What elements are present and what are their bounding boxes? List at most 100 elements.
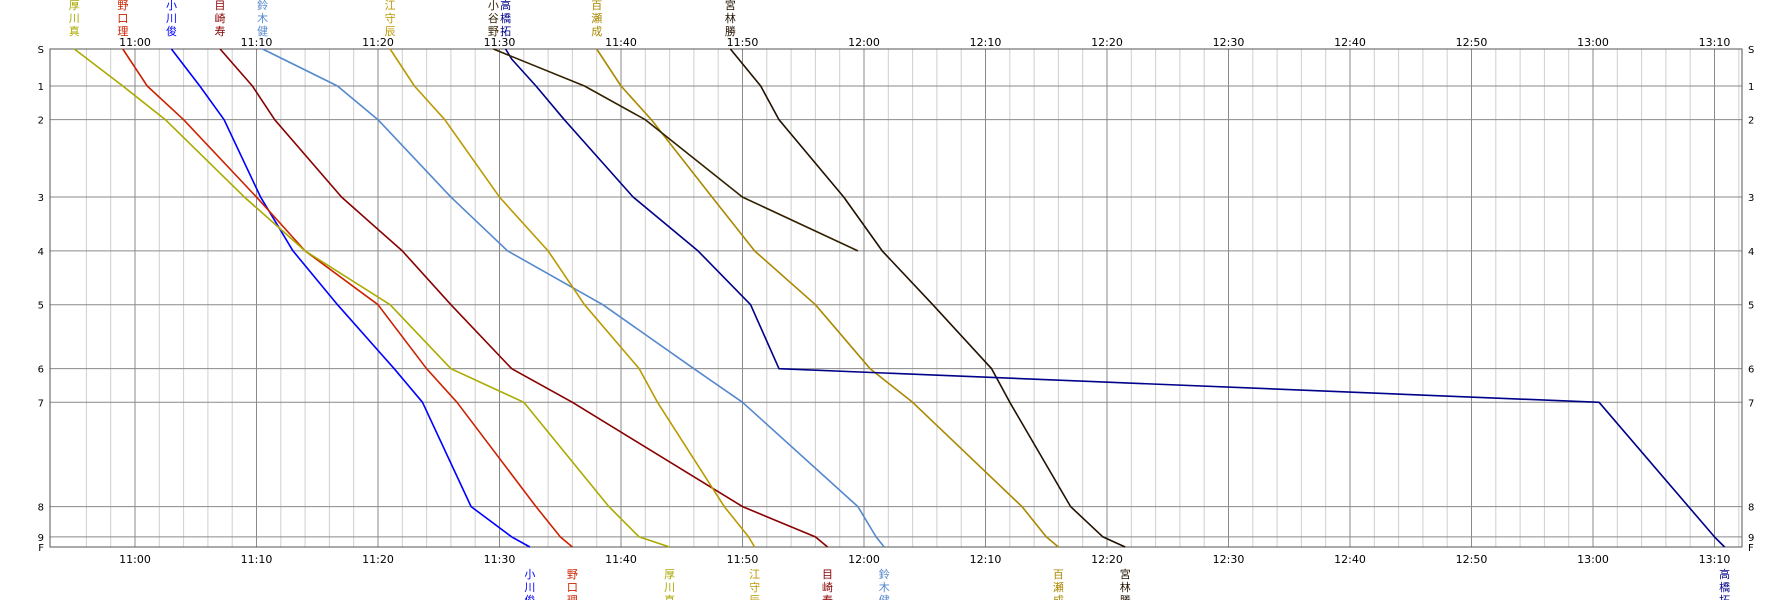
station-label-right: 8 [1748,503,1754,514]
runner-label-bottom: 小川俊 [524,568,535,600]
time-axis: 11:00 11:00 11:10 11:10 11:20 11:20 11:30 11:30… [119,36,1730,566]
runner-label-char: 江 [749,568,760,581]
station-label-right: 6 [1748,365,1754,376]
station-label-right: 9 [1748,533,1754,544]
series-line [504,48,1726,548]
time-tick-label-top: 12:50 [1456,36,1488,49]
runner-label-char: 林 [1120,580,1131,594]
station-label-right: 7 [1748,398,1754,409]
runner-label-char: 林 [725,11,736,25]
station-label-left: 8 [38,503,44,514]
runner-label-char: 寿 [822,593,833,600]
series-line [389,48,756,548]
station-label-left: 9 [38,533,44,544]
runner-labels: 小川俊小川俊野口理野口理目崎寿目崎寿鈴木健鈴木健厚川真厚川真江守辰江守辰百瀬成百… [69,0,1730,600]
station-label-right: 5 [1748,301,1754,312]
runner-label-char: 宮 [725,0,736,12]
station-label-right: 2 [1748,116,1754,127]
runner-label-char: 守 [385,11,396,25]
time-tick-label-bottom: 12:50 [1456,553,1488,566]
station-label-left: 5 [38,301,44,312]
station-label-left: F [38,543,44,554]
series-line [170,48,531,548]
plot-border [49,48,1743,548]
time-tick-label-top: 13:10 [1699,36,1731,49]
runner-label-char: 野 [567,568,578,581]
runner-label-top: 小谷野 [488,0,499,38]
time-tick-label-bottom: 11:40 [605,553,637,566]
runner-label-char: 木 [879,581,890,594]
runner-label-bottom: 宮林勝 [1120,567,1131,600]
time-tick-label-top: 12:20 [1091,36,1123,49]
runner-label-char: 百 [591,0,602,12]
runner-label-char: 真 [664,593,675,600]
runner-label-char: 俊 [166,24,177,38]
runner-label-top: 野口理 [117,0,128,38]
time-tick-label-bottom: 11:20 [362,553,394,566]
runner-label-char: 勝 [1120,593,1131,600]
station-label-left: 4 [38,247,44,258]
time-tick-label-top: 11:50 [727,36,759,49]
runner-label-char: 目 [215,0,226,12]
runner-label-char: 成 [1053,594,1064,600]
time-tick-label-bottom: 12:20 [1091,553,1123,566]
runner-label-char: 宮 [1120,567,1131,581]
runner-label-char: 辰 [385,25,396,38]
station-label-right: S [1748,45,1754,56]
station-label-left: 2 [38,116,44,127]
runner-label-char: 健 [879,594,890,600]
station-label-right: 3 [1748,193,1754,204]
runner-label-char: 橋 [500,11,511,25]
runner-label-char: 谷 [488,12,499,25]
runner-label-char: 厚 [664,568,675,581]
runner-label-char: 寿 [215,24,226,38]
time-tick-label-bottom: 12:30 [1213,553,1245,566]
series-line [729,48,1126,548]
runner-label-char: 拓 [1719,593,1730,600]
runner-label-top: 江守辰 [385,0,396,38]
runner-label-bottom: 百瀬成 [1053,568,1064,600]
runner-label-char: 木 [257,12,268,25]
runner-label-char: 目 [822,568,833,581]
time-tick-label-bottom: 13:00 [1577,553,1609,566]
runner-label-char: 橋 [1719,580,1730,594]
runner-label-char: 野 [488,25,499,38]
runner-label-bottom: 江守辰 [749,568,760,600]
runner-label-char: 俊 [524,593,535,600]
runner-label-top: 目崎寿 [215,0,226,38]
runner-label-char: 川 [664,581,675,594]
station-label-right: 4 [1748,247,1754,258]
time-tick-label-top: 12:40 [1334,36,1366,49]
runner-label-top: 小川俊 [166,0,177,38]
series-line [493,48,859,252]
runner-label-top: 百瀬成 [591,0,602,38]
series-line [73,48,670,548]
grid-lines [49,48,1743,548]
series-lines [73,48,1726,548]
time-tick-label-bottom: 12:10 [970,553,1002,566]
runner-label-char: 川 [524,581,535,594]
runner-label-char: 高 [1719,567,1730,581]
runner-label-top: 宮林勝 [725,0,736,38]
time-tick-label-top: 13:00 [1577,36,1609,49]
runner-label-bottom: 厚川真 [664,568,675,600]
time-tick-label-top: 11:30 [484,36,516,49]
runner-label-char: 瀬 [1053,580,1064,594]
runner-label-char: 成 [591,25,602,38]
runner-label-char: 崎 [215,11,226,25]
runner-label-top: 鈴木健 [257,0,268,38]
station-axis: S S1 12 23 34 45 56 67 78 89 9F F [38,45,1755,554]
time-tick-label-top: 11:00 [119,36,151,49]
runner-label-char: 真 [69,24,80,38]
runner-label-char: 瀬 [591,11,602,25]
station-label-right: F [1748,543,1754,554]
runner-label-char: 口 [117,12,128,25]
station-label-left: 3 [38,193,44,204]
time-tick-label-bottom: 11:30 [484,553,516,566]
time-tick-label-top: 12:30 [1213,36,1245,49]
runner-label-bottom: 野口理 [567,568,578,600]
series-line [219,48,829,548]
runner-label-char: 百 [1053,568,1064,581]
runner-label-char: 拓 [500,24,511,38]
